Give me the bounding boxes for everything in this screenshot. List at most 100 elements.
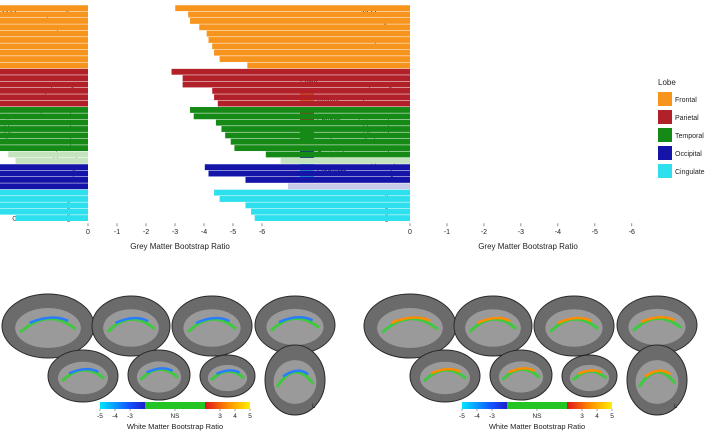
bar [219, 196, 410, 202]
colorbar [462, 402, 612, 409]
bar [208, 170, 410, 177]
bar [0, 132, 88, 139]
legend-swatch [658, 164, 672, 178]
colorbar-tick-label: -3 [127, 413, 133, 420]
x-tick-label: -2 [481, 229, 487, 236]
x-tick-label: -1 [114, 229, 120, 236]
colorbar-tick-label: 4 [233, 413, 237, 420]
x-tick-label: -3 [172, 229, 178, 236]
bar [0, 183, 88, 190]
bar [175, 5, 410, 12]
colorbar-tick-label: 4 [595, 413, 599, 420]
bar [0, 202, 89, 209]
colorbar-tick-label: NS [170, 413, 180, 420]
colorbar-tick-label: NS [532, 413, 542, 420]
bar [182, 75, 410, 82]
tract-overlay [430, 367, 461, 375]
bar [0, 49, 88, 56]
colorbar-title: White Matter Bootstrap Ratio [127, 422, 223, 431]
x-axis-title: Grey Matter Bootstrap Ratio [478, 242, 578, 251]
tract-overlay [557, 316, 593, 325]
tract-overlay [195, 316, 231, 325]
bar [0, 24, 88, 31]
x-tick-label: -1 [444, 229, 450, 236]
legend-label: Frontal [675, 97, 697, 104]
colorbar-tick-label: 3 [580, 413, 584, 420]
bar [0, 62, 88, 69]
brain-inner [273, 360, 317, 404]
bar [254, 215, 410, 221]
bar [199, 24, 410, 31]
bar [0, 196, 88, 202]
x-tick-label: -6 [629, 229, 635, 236]
bar [0, 43, 88, 50]
bar [0, 176, 88, 183]
x-tick-label: -4 [201, 229, 207, 236]
bar [247, 62, 410, 69]
tract-overlay [29, 316, 69, 324]
bar [245, 176, 410, 183]
x-tick-label: -5 [592, 229, 598, 236]
bar [208, 37, 410, 43]
x-tick-label: 0 [86, 229, 90, 236]
bar [171, 68, 410, 75]
legend-label: Cingulate [675, 169, 705, 176]
legend-swatch [658, 128, 672, 142]
bar [0, 145, 88, 152]
colorbar-tick-label: -3 [489, 413, 495, 420]
bar [0, 100, 88, 107]
legend-label: Parietal [675, 115, 699, 122]
bar [204, 164, 410, 171]
colorbar [100, 402, 250, 409]
tract-overlay [508, 367, 536, 374]
bar [234, 145, 410, 152]
legend-swatch [658, 146, 672, 160]
bar [0, 75, 88, 82]
bar [0, 113, 88, 120]
bar [0, 170, 89, 177]
bar [280, 157, 410, 164]
bar [15, 215, 88, 221]
colorbar-tick-label: -4 [112, 413, 118, 420]
bar [225, 132, 410, 139]
bar [212, 87, 410, 94]
tract-overlay [68, 367, 99, 375]
orientation-label: L [312, 404, 316, 410]
brain-inner [635, 360, 679, 404]
bar [193, 113, 410, 120]
legend-swatch [658, 110, 672, 124]
bar [265, 151, 410, 158]
bar [0, 119, 88, 126]
legend-swatch [658, 92, 672, 106]
bar [0, 138, 88, 145]
tract-overlay [476, 316, 511, 325]
bar [0, 30, 88, 37]
tract-overlay [282, 369, 309, 378]
x-tick-label: -5 [230, 229, 236, 236]
bar [251, 208, 410, 215]
bar [0, 107, 88, 113]
legend-label: Occipital [675, 151, 702, 158]
colorbar-title: White Matter Bootstrap Ratio [489, 422, 585, 431]
bar [219, 56, 410, 62]
tract-overlay [278, 316, 314, 324]
x-tick-label: -4 [555, 229, 561, 236]
bar [0, 5, 89, 12]
bar [0, 11, 88, 18]
bar [230, 138, 410, 145]
bar [15, 157, 88, 164]
bar [190, 107, 410, 113]
bar [221, 126, 410, 132]
colorbar-tick-label: 5 [248, 413, 252, 420]
bar [0, 126, 88, 132]
tract-overlay [577, 369, 603, 376]
bar [0, 56, 88, 62]
tract-overlay [640, 316, 676, 324]
legend-title: Lobe [658, 78, 676, 87]
bar [0, 164, 89, 171]
tract-overlay [114, 316, 149, 325]
bar [206, 30, 410, 37]
bar [182, 81, 410, 88]
bar [188, 11, 410, 18]
x-tick-label: -3 [518, 229, 524, 236]
